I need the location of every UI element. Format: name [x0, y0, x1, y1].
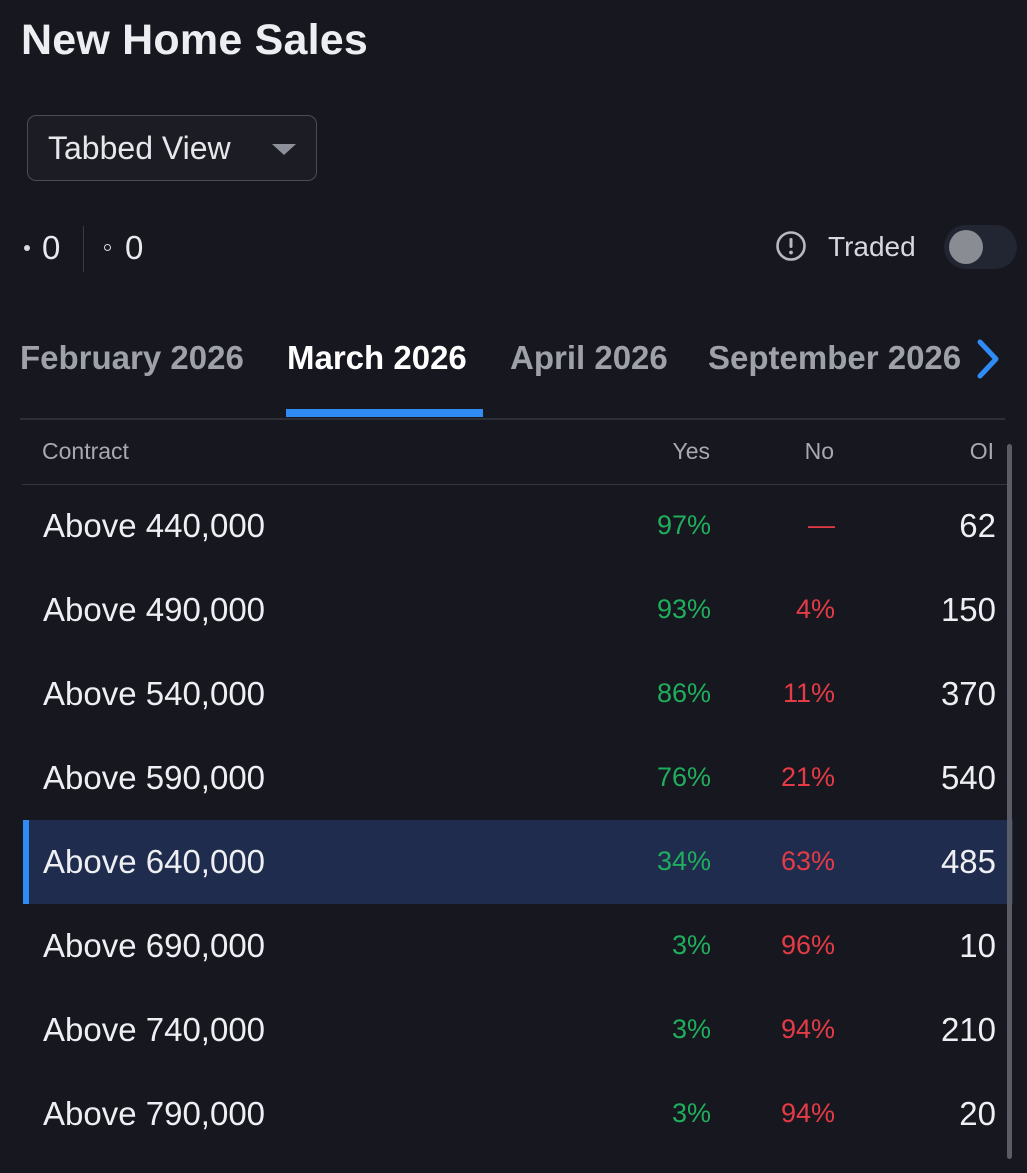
header-oi: OI: [969, 438, 994, 464]
open-interest: 370: [940, 675, 996, 712]
caret-down-icon: [272, 144, 296, 155]
tab-march-2026[interactable]: March 2026: [287, 339, 467, 376]
chevron-right-icon[interactable]: [972, 336, 1002, 382]
yes-price[interactable]: 86%: [656, 678, 711, 708]
yes-price[interactable]: 76%: [656, 762, 711, 792]
contract-name: Above 690,000: [43, 927, 266, 964]
no-price[interactable]: 4%: [795, 594, 835, 624]
table-row[interactable]: Above 440,000 97% — 62: [23, 484, 1013, 568]
page-title: New Home Sales: [21, 16, 368, 64]
header-no: No: [804, 438, 834, 464]
filled-count: 0: [42, 229, 61, 266]
open-interest: 485: [940, 843, 996, 880]
tab-february-2026[interactable]: February 2026: [20, 339, 244, 376]
view-mode-value: Tabbed View: [48, 129, 231, 166]
yes-price[interactable]: 3%: [671, 1098, 711, 1128]
table-header: Contract Yes No OI: [22, 420, 1012, 485]
hollow-count: 0: [125, 229, 144, 266]
filled-dot-icon: [24, 245, 30, 251]
no-price[interactable]: 11%: [782, 678, 835, 708]
no-price[interactable]: 21%: [780, 762, 835, 792]
table-row[interactable]: Above 590,000 76% 21% 540: [23, 736, 1013, 820]
table-row-selected[interactable]: Above 640,000 34% 63% 485: [23, 820, 1013, 904]
yes-price[interactable]: 3%: [671, 1014, 711, 1044]
header-yes: Yes: [672, 438, 710, 464]
active-tab-indicator: [286, 409, 483, 417]
table-scrollbar[interactable]: [1007, 444, 1012, 1159]
tab-september-2026[interactable]: September 2026: [708, 339, 962, 376]
contract-name: Above 540,000: [43, 675, 266, 712]
open-interest: 20: [959, 1095, 996, 1132]
open-interest: 540: [940, 759, 996, 796]
table-row[interactable]: Above 740,000 3% 94% 210: [23, 988, 1013, 1072]
table-row[interactable]: Above 690,000 3% 96% 10: [23, 904, 1013, 988]
contract-name: Above 790,000: [43, 1095, 266, 1132]
month-tabs: February 2026 March 2026 April 2026 Sept…: [20, 320, 1005, 420]
view-mode-select[interactable]: Tabbed View: [27, 115, 317, 181]
contract-name: Above 740,000: [43, 1011, 266, 1048]
no-price[interactable]: 63%: [780, 846, 835, 876]
open-interest: 10: [959, 927, 996, 964]
table-row[interactable]: Above 540,000 86% 11% 370: [23, 652, 1013, 736]
open-interest: 62: [959, 507, 996, 544]
no-price[interactable]: 94%: [780, 1014, 835, 1044]
yes-price[interactable]: 3%: [671, 930, 711, 960]
open-interest: 210: [940, 1011, 996, 1048]
stats-divider: [83, 226, 84, 272]
table-row[interactable]: Above 490,000 93% 4% 150: [23, 568, 1013, 652]
hollow-dot-icon: [104, 244, 111, 251]
selected-row-indicator: [23, 820, 29, 904]
info-circle-icon[interactable]: [775, 230, 807, 262]
traded-label: Traded: [828, 231, 916, 262]
tab-april-2026[interactable]: April 2026: [510, 339, 668, 376]
table-row[interactable]: Above 790,000 3% 94% 20: [23, 1072, 1013, 1156]
yes-price[interactable]: 34%: [656, 846, 711, 876]
header-contract: Contract: [42, 438, 129, 464]
yes-price[interactable]: 93%: [656, 594, 711, 624]
no-price[interactable]: 96%: [780, 930, 835, 960]
position-stats: 0 0: [20, 224, 220, 274]
traded-toggle[interactable]: [944, 225, 1017, 269]
contract-name: Above 490,000: [43, 591, 266, 628]
contract-name: Above 440,000: [43, 507, 266, 544]
no-price[interactable]: 94%: [780, 1098, 835, 1128]
no-price[interactable]: —: [808, 510, 835, 540]
contract-name: Above 590,000: [43, 759, 266, 796]
contract-name: Above 640,000: [43, 843, 266, 880]
open-interest: 150: [940, 591, 996, 628]
toggle-knob: [949, 230, 983, 264]
yes-price[interactable]: 97%: [656, 510, 711, 540]
